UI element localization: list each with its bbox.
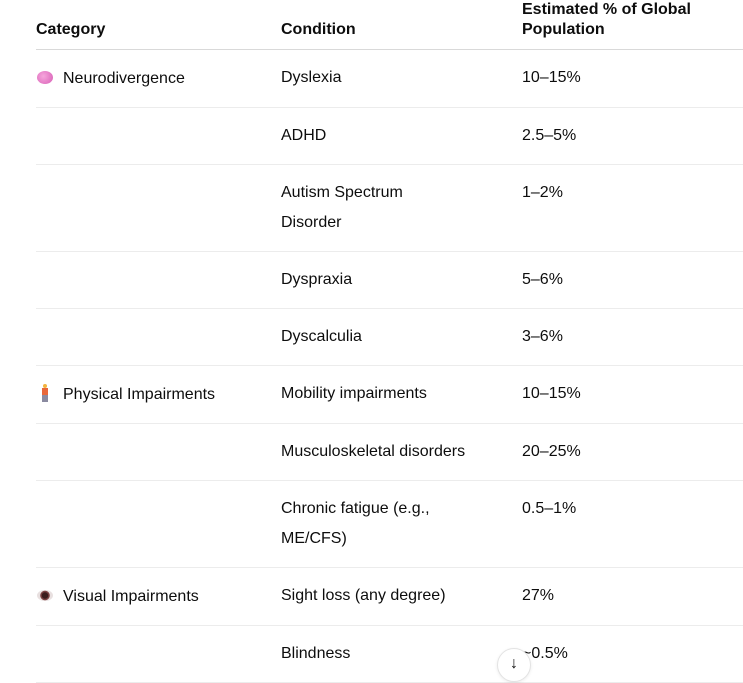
table-row: Physical Impairments Mobility impairment… xyxy=(36,365,743,424)
category-cell xyxy=(36,107,281,165)
category-label: Physical Impairments xyxy=(63,386,216,403)
category-cell: Neurodivergence xyxy=(36,49,281,108)
table-header-row: Category Condition Estimated % of Global… xyxy=(36,0,743,50)
condition-cell: Dyscalculia xyxy=(281,308,522,366)
estimate-cell: 10–15% xyxy=(522,49,743,108)
brain-icon xyxy=(36,63,54,93)
condition-cell: Blindness xyxy=(281,625,522,683)
estimate-cell: 27% xyxy=(522,567,743,626)
category-cell xyxy=(36,423,281,481)
table-row: Autism Spectrum Disorder 1–2% xyxy=(36,164,743,252)
category-cell: Physical Impairments xyxy=(36,365,281,424)
condition-cell: Musculoskeletal disorders xyxy=(281,423,522,481)
condition-cell: Mobility impairments xyxy=(281,365,522,424)
header-condition: Condition xyxy=(281,0,522,50)
condition-cell: Dyslexia xyxy=(281,49,522,108)
category-cell xyxy=(36,308,281,366)
table-row: Neurodivergence Dyslexia 10–15% xyxy=(36,49,743,108)
table-row: Visual Impairments Sight loss (any degre… xyxy=(36,567,743,626)
condition-cell: Chronic fatigue (e.g., ME/CFS) xyxy=(281,480,522,568)
estimate-cell: 0.5–1% xyxy=(522,480,743,568)
condition-cell: Sight loss (any degree) xyxy=(281,567,522,626)
estimate-cell: ~0.5% xyxy=(522,625,743,683)
estimate-cell: 20–25% xyxy=(522,423,743,481)
category-cell xyxy=(36,625,281,683)
category-cell xyxy=(36,251,281,309)
table-row: ADHD 2.5–5% xyxy=(36,107,743,165)
header-category: Category xyxy=(36,0,281,50)
estimate-cell: 5–6% xyxy=(522,251,743,309)
person-standing-icon xyxy=(36,379,54,409)
condition-cell: Dyspraxia xyxy=(281,251,522,309)
table-row: Dyspraxia 5–6% xyxy=(36,251,743,309)
estimate-cell: 1–2% xyxy=(522,164,743,252)
prevalence-table: Category Condition Estimated % of Global… xyxy=(36,0,743,683)
estimate-cell: 2.5–5% xyxy=(522,107,743,165)
arrow-down-icon: ↓ xyxy=(510,655,518,672)
category-cell xyxy=(36,164,281,252)
table-row: Chronic fatigue (e.g., ME/CFS) 0.5–1% xyxy=(36,480,743,568)
scroll-down-button[interactable]: ↓ xyxy=(497,648,531,682)
category-cell: Visual Impairments xyxy=(36,567,281,626)
eye-icon xyxy=(36,581,54,611)
category-label: Neurodivergence xyxy=(63,70,185,87)
table-row: Dyscalculia 3–6% xyxy=(36,308,743,366)
estimate-cell: 10–15% xyxy=(522,365,743,424)
header-estimate: Estimated % of Global Population xyxy=(522,0,743,50)
condition-cell: Autism Spectrum Disorder xyxy=(281,164,522,252)
condition-cell: ADHD xyxy=(281,107,522,165)
category-label: Visual Impairments xyxy=(63,588,199,605)
table-row: Blindness ~0.5% xyxy=(36,625,743,683)
table-row: Musculoskeletal disorders 20–25% xyxy=(36,423,743,481)
estimate-cell: 3–6% xyxy=(522,308,743,366)
category-cell xyxy=(36,480,281,568)
